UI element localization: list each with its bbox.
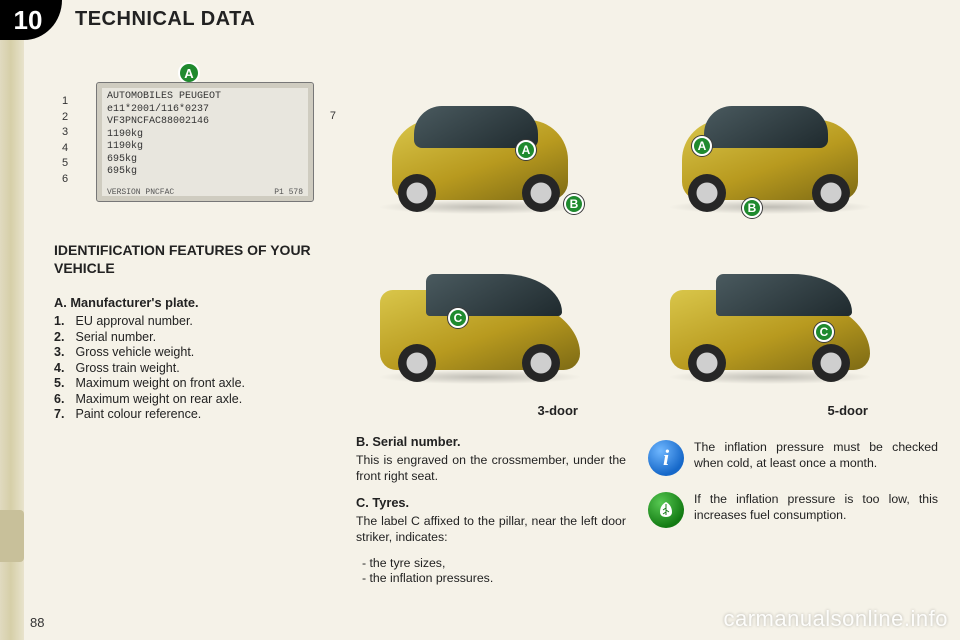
section-c-title: C. Tyres. xyxy=(356,495,626,511)
info-note-text: The inflation pressure must be checked w… xyxy=(694,440,938,471)
caption-3door: 3-door xyxy=(538,403,578,418)
left-tab-strip xyxy=(0,0,24,640)
section-c-list: the tyre sizes, the inflation pressures. xyxy=(356,556,626,587)
section-b-body: This is engraved on the crossmember, und… xyxy=(356,453,626,484)
plate-lcd: AUTOMOBILES PEUGEOT e11*2001/116*0237 VF… xyxy=(96,82,314,202)
eco-note: If the inflation pressure is too low, th… xyxy=(648,492,938,528)
identification-features-block: IDENTIFICATION FEATURES OF YOUR VEHICLE … xyxy=(54,242,344,423)
car-label-c: C xyxy=(814,322,834,342)
chapter-title: TECHNICAL DATA xyxy=(75,8,255,31)
car-5door-rear: A B xyxy=(642,66,902,236)
section-a-title: A. Manufacturer's plate. xyxy=(54,295,344,310)
page-number: 88 xyxy=(30,615,44,630)
sections-b-c: B. Serial number. This is engraved on th… xyxy=(356,434,626,587)
section-a-list: 1. EU approval number. 2. Serial number.… xyxy=(54,314,344,421)
info-icon: i xyxy=(648,440,684,476)
manufacturer-plate-figure: A 1 2 3 4 5 6 AUTOMOBILES PEUGEOT e11*20… xyxy=(62,72,322,220)
chapter-number-badge: 10 xyxy=(0,0,62,40)
notes-column: i The inflation pressure must be checked… xyxy=(648,440,938,544)
eco-note-text: If the inflation pressure is too low, th… xyxy=(694,492,938,523)
watermark: carmanualsonline.info xyxy=(723,606,948,632)
plate-row-numbers: 1 2 3 4 5 6 xyxy=(62,94,92,187)
car-5door-side: C 5-door xyxy=(642,236,902,406)
id-features-heading: IDENTIFICATION FEATURES OF YOUR VEHICLE xyxy=(54,242,344,277)
car-label-a: A xyxy=(516,140,536,160)
info-note: i The inflation pressure must be checked… xyxy=(648,440,938,476)
car-label-c: C xyxy=(448,308,468,328)
section-b-title: B. Serial number. xyxy=(356,434,626,450)
car-label-b: B xyxy=(564,194,584,214)
car-label-a: A xyxy=(692,136,712,156)
plate-label-a: A xyxy=(178,62,200,84)
caption-5door: 5-door xyxy=(828,403,868,418)
car-label-b: B xyxy=(742,198,762,218)
eco-icon xyxy=(648,492,684,528)
plate-label-7: 7 xyxy=(330,110,336,122)
car-3door-rear: A B xyxy=(352,66,612,236)
car-3door-side: C 3-door xyxy=(352,236,612,406)
section-c-lead: The label C affixed to the pillar, near … xyxy=(356,514,626,545)
